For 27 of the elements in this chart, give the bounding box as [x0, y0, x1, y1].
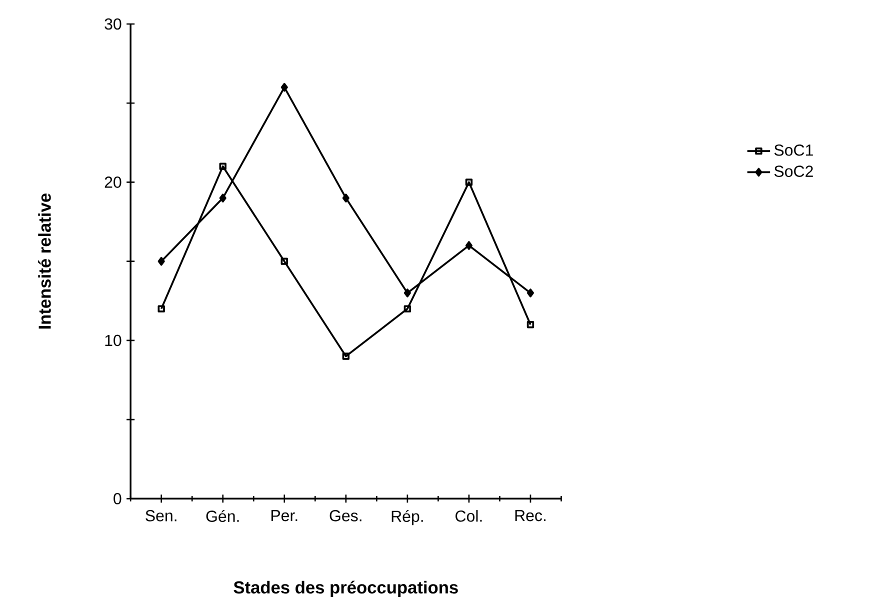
- point: [219, 162, 226, 170]
- x-tick-label: Gén.: [206, 510, 239, 522]
- x-tick-label: Per.: [271, 510, 298, 522]
- point: [526, 288, 534, 298]
- point: [465, 178, 473, 186]
- x-tick-label: Rép.: [392, 510, 423, 526]
- point: [342, 194, 350, 203]
- y-axis-title: Intensité relative: [38, 194, 51, 329]
- x-tick-label: Ges.: [330, 510, 362, 522]
- y-tick-label: 10: [105, 334, 122, 346]
- x-tick-label: Rec.: [515, 510, 546, 522]
- point: [342, 352, 350, 360]
- legend-label: SoC1: [774, 144, 813, 156]
- legend-label: SoC2: [774, 166, 813, 178]
- y-tick-label: 20: [104, 176, 122, 188]
- point: [404, 288, 411, 298]
- point: [280, 83, 288, 92]
- point: [465, 241, 472, 250]
- x-tick-label: Col.: [456, 510, 482, 522]
- point: [404, 305, 412, 313]
- point: [158, 257, 165, 266]
- x-axis-title: Stades des préoccupations: [234, 580, 458, 598]
- point: [219, 194, 226, 203]
- x-tick-label: Sen.: [146, 510, 176, 522]
- y-tick-label: 0: [114, 493, 122, 504]
- point: [280, 258, 288, 266]
- y-tick-label: 30: [104, 18, 122, 30]
